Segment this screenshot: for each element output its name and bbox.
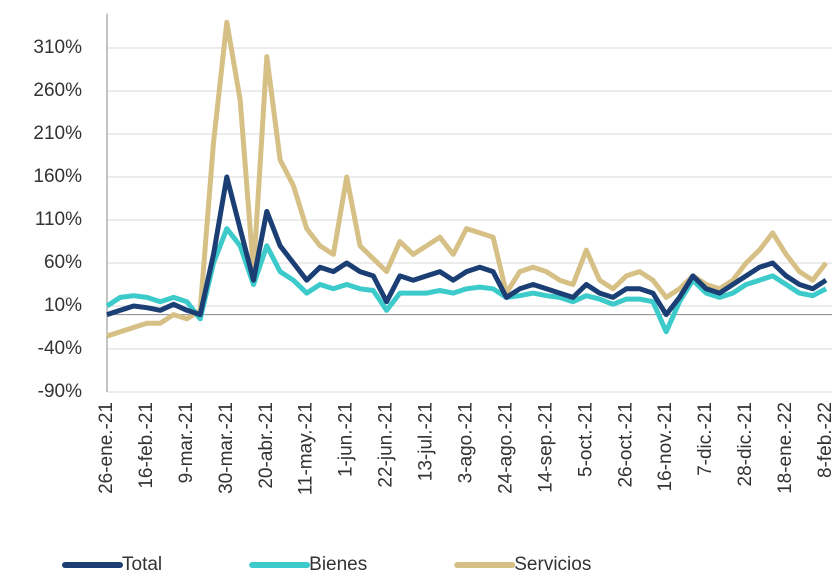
y-tick-label: -40% — [38, 338, 82, 359]
x-tick-label: 8-feb.-22 — [815, 402, 836, 478]
x-tick-label: 13-jul.-21 — [416, 402, 437, 481]
x-tick-label: 3-ago.-21 — [456, 402, 477, 483]
x-tick-label: 20-abr.-21 — [256, 402, 277, 489]
series-line — [106, 19, 828, 339]
x-tick-label: 11-may.-21 — [296, 402, 317, 495]
legend-label: Bienes — [309, 554, 367, 575]
x-tick-label: 14-sep.-21 — [535, 402, 556, 493]
y-tick-label: 60% — [44, 252, 82, 273]
x-tick-label: 5-oct.-21 — [575, 402, 596, 477]
x-tick-label: 26-oct.-21 — [615, 402, 636, 488]
x-tick-label: 1-jun.-21 — [336, 402, 357, 477]
x-tick-label: 9-mar.-21 — [176, 402, 197, 483]
x-tick-label: 16-nov.-21 — [655, 402, 676, 491]
y-tick-label: -90% — [38, 381, 82, 402]
x-tick-label: 26-ene.-21 — [96, 402, 117, 494]
series-line — [105, 226, 828, 335]
x-tick-label: 24-ago.-21 — [495, 402, 516, 494]
y-tick-label: 10% — [44, 295, 82, 316]
y-tick-label: 160% — [33, 166, 82, 187]
x-tick-label: 28-dic.-21 — [735, 402, 756, 487]
x-tick-label: 22-jun.-21 — [376, 402, 397, 488]
y-tick-label: 110% — [35, 209, 82, 230]
legend-label: Servicios — [514, 554, 591, 575]
series-line — [106, 174, 828, 318]
x-tick-label: 7-dic.-21 — [695, 402, 716, 476]
x-tick-label: 16-feb.-21 — [136, 402, 157, 489]
x-tick-label: 18-ene.-22 — [775, 402, 796, 494]
legend-label: Total — [122, 554, 162, 575]
x-tick-label: 30-mar.-21 — [216, 402, 237, 494]
y-tick-label: 310% — [33, 37, 82, 58]
y-tick-label: 260% — [33, 80, 82, 101]
y-tick-label: 210% — [33, 123, 82, 144]
